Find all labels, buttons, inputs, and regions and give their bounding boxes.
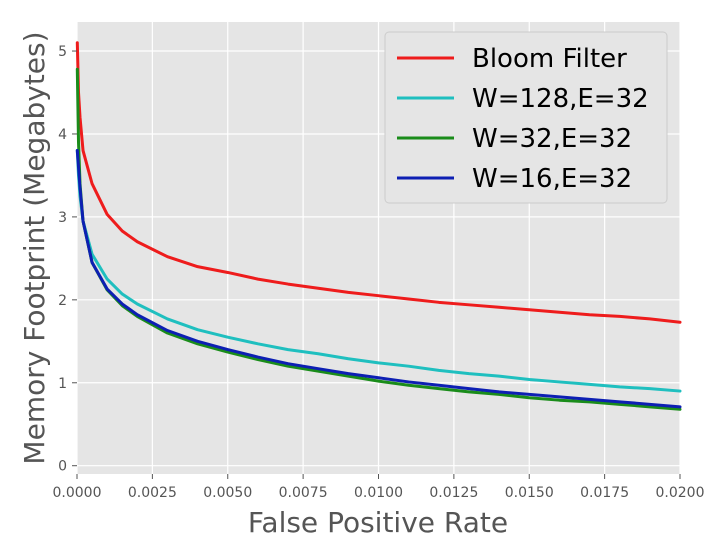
y-tick-label: 1 — [58, 376, 67, 392]
x-axis-label: False Positive Rate — [248, 506, 508, 539]
x-tick-label: 0.0175 — [580, 485, 629, 501]
legend-box — [384, 31, 668, 204]
x-tick-label: 0.0000 — [53, 485, 102, 501]
legend-label-w-16-e-32: W=16,E=32 — [472, 164, 632, 194]
x-tick-label: 0.0100 — [354, 485, 403, 501]
y-tick-label: 0 — [58, 459, 67, 475]
y-axis-ticks: 0 1 2 3 4 5 — [58, 44, 77, 475]
series-line-w-16-e-32 — [75, 149, 682, 409]
y-tick-label: 2 — [58, 293, 67, 309]
x-tick-label: 0.0125 — [429, 485, 478, 501]
y-tick-label: 3 — [58, 210, 67, 226]
legend-label-w-32-e-32: W=32,E=32 — [472, 124, 632, 154]
x-tick-label: 0.0025 — [128, 485, 177, 501]
legend-label-bloom-filter: Bloom Filter — [472, 44, 627, 74]
series-lines — [75, 41, 682, 411]
series-line-bloom-filter — [75, 41, 682, 324]
x-axis-ticks: 0.0000 0.0025 0.0050 0.0075 0.0100 0.0125 0.01… — [53, 474, 705, 501]
x-tick-label: 0.0150 — [505, 485, 554, 501]
x-tick-label: 0.0050 — [203, 485, 252, 501]
y-tick-label: 4 — [58, 127, 67, 143]
legend: Bloom Filter W=128,E=32 W=32,E=32 W=16,E=32 — [384, 31, 668, 204]
y-tick-label: 5 — [58, 44, 67, 60]
legend-label-w-128-e-32: W=128,E=32 — [472, 84, 649, 114]
series-line-w-128-e-32 — [75, 149, 682, 393]
x-tick-label: 0.0075 — [279, 485, 328, 501]
x-tick-label: 0.0200 — [656, 485, 705, 501]
y-axis-label: Memory Footprint (Megabytes) — [18, 31, 51, 464]
